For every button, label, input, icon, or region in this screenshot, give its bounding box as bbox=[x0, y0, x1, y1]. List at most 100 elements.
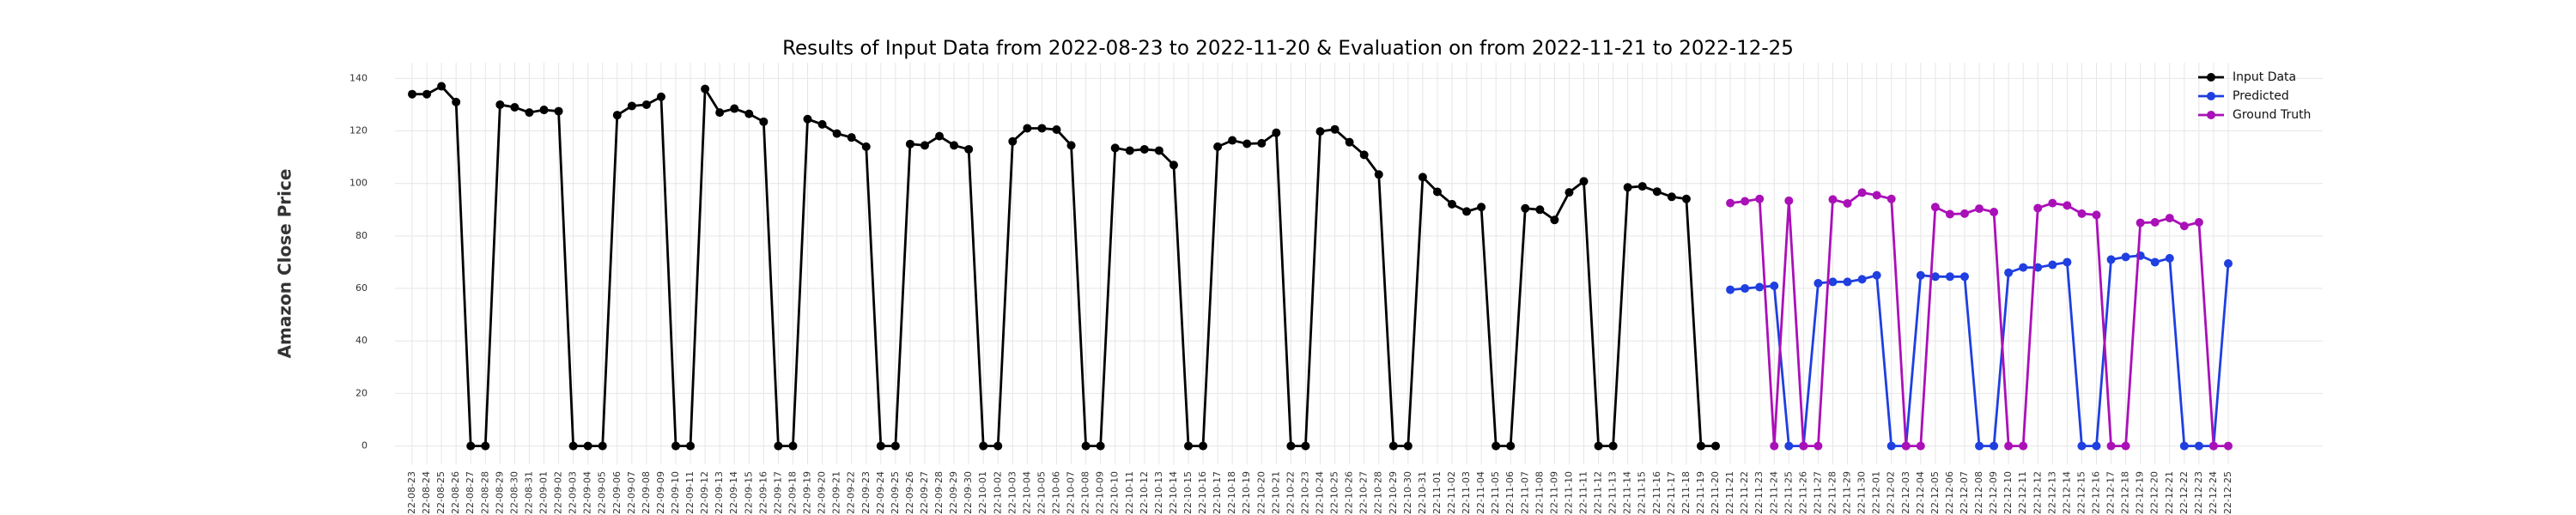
data-point bbox=[1110, 143, 1120, 153]
x-tick-label: 2022-08-30 bbox=[508, 471, 519, 515]
x-tick-label: 2022-09-26 bbox=[904, 471, 915, 515]
data-point bbox=[1711, 441, 1721, 451]
y-tick-label: 120 bbox=[349, 125, 368, 136]
x-tick-label: 2022-12-14 bbox=[2061, 471, 2072, 515]
x-tick-label: 2022-10-16 bbox=[1197, 471, 1208, 515]
data-point bbox=[1096, 441, 1105, 451]
x-tick-label: 2022-09-05 bbox=[597, 471, 608, 515]
data-point bbox=[1901, 441, 1911, 451]
data-point bbox=[832, 129, 841, 138]
data-point bbox=[1199, 441, 1208, 451]
data-point bbox=[1066, 141, 1076, 150]
data-point bbox=[1857, 188, 1867, 197]
x-tick-label: 2022-09-24 bbox=[875, 471, 886, 515]
x-tick-label: 2022-10-12 bbox=[1139, 471, 1150, 515]
x-tick-label: 2022-11-10 bbox=[1563, 471, 1574, 515]
data-point bbox=[2208, 441, 2218, 451]
x-tick-label: 2022-09-01 bbox=[538, 471, 550, 515]
data-point bbox=[1959, 272, 1969, 282]
data-point bbox=[950, 141, 959, 150]
data-point bbox=[2077, 209, 2087, 218]
data-point bbox=[759, 117, 769, 126]
data-point bbox=[2048, 260, 2057, 270]
data-point bbox=[2150, 258, 2160, 267]
x-tick-label: 2022-12-08 bbox=[1973, 471, 1984, 515]
data-point bbox=[2194, 441, 2203, 451]
data-point bbox=[1228, 136, 1237, 145]
data-point bbox=[1741, 197, 1750, 206]
data-point bbox=[2063, 201, 2072, 210]
x-tick-label: 2022-10-20 bbox=[1255, 471, 1267, 515]
data-point bbox=[1403, 441, 1413, 451]
data-point bbox=[1052, 125, 1061, 134]
x-tick-label: 2022-12-21 bbox=[2164, 471, 2175, 515]
data-point bbox=[1286, 441, 1296, 451]
data-point bbox=[539, 106, 549, 115]
data-point bbox=[422, 89, 432, 99]
data-point bbox=[1872, 270, 1881, 280]
x-tick-label: 2022-11-23 bbox=[1753, 471, 1765, 515]
data-point bbox=[890, 441, 900, 451]
data-point bbox=[701, 84, 710, 94]
x-tick-label: 2022-10-11 bbox=[1124, 471, 1135, 515]
data-point bbox=[452, 97, 461, 106]
y-tick-label: 140 bbox=[349, 72, 368, 83]
data-point bbox=[1315, 127, 1325, 136]
data-point bbox=[1608, 441, 1618, 451]
data-point bbox=[2121, 441, 2130, 451]
data-point bbox=[1374, 170, 1383, 179]
data-point bbox=[744, 109, 754, 118]
data-point bbox=[1506, 441, 1516, 451]
x-tick-label: 2022-09-11 bbox=[684, 471, 696, 515]
x-tick-label: 2022-12-16 bbox=[2090, 471, 2101, 515]
x-tick-label: 2022-08-28 bbox=[479, 471, 490, 515]
data-point bbox=[964, 144, 974, 154]
x-tick-label: 2022-12-25 bbox=[2222, 471, 2233, 515]
legend-label: Ground Truth bbox=[2233, 108, 2311, 122]
data-point bbox=[656, 92, 665, 101]
x-tick-label: 2022-11-11 bbox=[1578, 471, 1589, 515]
x-tick-label: 2022-10-25 bbox=[1329, 471, 1340, 515]
x-tick-label: 2022-11-06 bbox=[1504, 471, 1516, 515]
data-point bbox=[1930, 272, 1940, 282]
data-point bbox=[1081, 441, 1091, 451]
y-tick-label: 0 bbox=[361, 440, 368, 451]
data-point bbox=[1301, 441, 1310, 451]
data-point bbox=[583, 441, 592, 451]
data-point bbox=[1359, 150, 1369, 160]
x-tick-label: 2022-12-06 bbox=[1944, 471, 1955, 515]
x-tick-label: 2022-12-10 bbox=[2002, 471, 2014, 515]
x-tick-label: 2022-08-26 bbox=[450, 471, 461, 515]
x-tick-label: 2022-12-19 bbox=[2135, 471, 2146, 515]
data-point bbox=[2165, 214, 2174, 223]
data-point bbox=[1550, 215, 1559, 225]
data-point bbox=[1637, 182, 1647, 191]
data-point bbox=[1843, 277, 1852, 287]
x-tick-label: 2022-09-17 bbox=[772, 471, 783, 515]
x-tick-label: 2022-08-31 bbox=[523, 471, 534, 515]
data-point bbox=[641, 100, 651, 109]
x-tick-label: 2022-11-30 bbox=[1856, 471, 1868, 515]
x-tick-label: 2022-09-06 bbox=[611, 471, 623, 515]
data-point bbox=[1990, 441, 1999, 451]
series-line bbox=[412, 84, 1716, 447]
legend-marker bbox=[2207, 73, 2215, 82]
data-point bbox=[1770, 282, 1779, 290]
x-tick-label: 2022-09-14 bbox=[728, 471, 739, 515]
x-tick-label: 2022-11-04 bbox=[1475, 471, 1486, 515]
x-tick-label: 2022-12-03 bbox=[1900, 471, 1911, 515]
x-tick-label: 2022-09-07 bbox=[626, 471, 637, 515]
x-tick-label: 2022-10-01 bbox=[977, 471, 988, 515]
data-point bbox=[1945, 209, 1954, 219]
data-point bbox=[1169, 161, 1178, 170]
data-point bbox=[598, 441, 607, 451]
data-point bbox=[2063, 258, 2072, 267]
data-point bbox=[1125, 146, 1134, 155]
x-tick-label: 2022-11-21 bbox=[1724, 471, 1735, 515]
x-tick-label: 2022-11-26 bbox=[1797, 471, 1808, 515]
data-point bbox=[2179, 441, 2189, 451]
x-tick-label: 2022-10-06 bbox=[1050, 471, 1061, 515]
x-tick-label: 2022-09-29 bbox=[948, 471, 959, 515]
x-tick-label: 2022-11-12 bbox=[1593, 471, 1604, 515]
data-point bbox=[715, 108, 725, 118]
